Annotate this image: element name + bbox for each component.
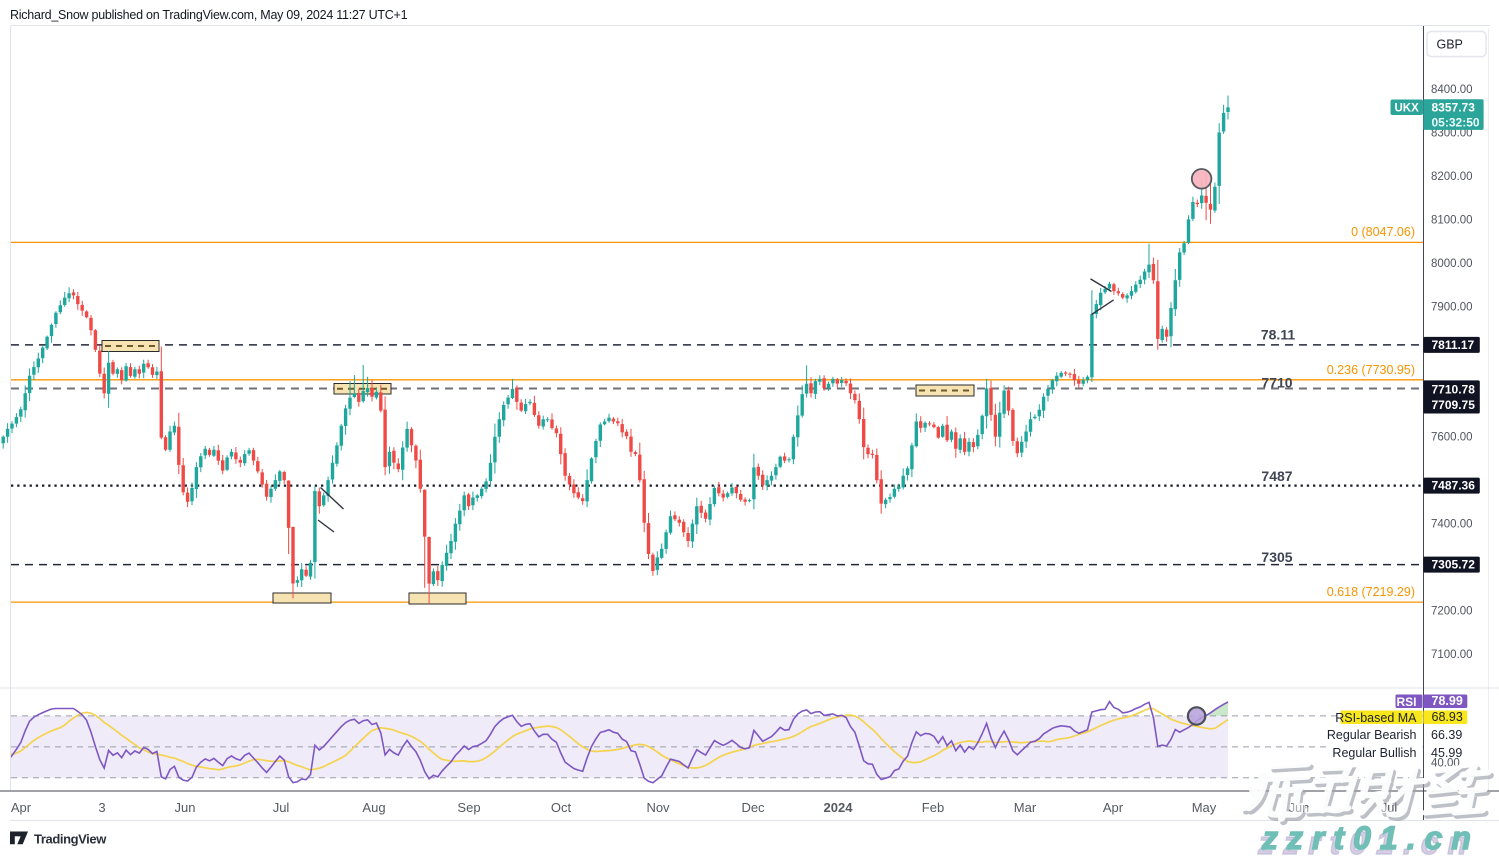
svg-text:7100.00: 7100.00 xyxy=(1431,649,1473,661)
svg-text:7900.00: 7900.00 xyxy=(1431,301,1473,313)
svg-text:7487: 7487 xyxy=(1261,468,1292,484)
svg-text:Dec: Dec xyxy=(741,800,765,815)
svg-text:3: 3 xyxy=(98,800,105,815)
svg-text:May: May xyxy=(1192,800,1217,815)
svg-text:TradingView: TradingView xyxy=(34,832,107,847)
svg-text:8400.00: 8400.00 xyxy=(1431,84,1473,96)
svg-text:8000.00: 8000.00 xyxy=(1431,258,1473,270)
svg-text:8100.00: 8100.00 xyxy=(1431,214,1473,226)
svg-text:8357.73: 8357.73 xyxy=(1432,101,1476,115)
svg-text:7710: 7710 xyxy=(1261,375,1292,391)
svg-text:Jul: Jul xyxy=(273,800,290,815)
svg-text:Jun: Jun xyxy=(1289,801,1309,815)
svg-text:GBP: GBP xyxy=(1437,38,1463,52)
svg-text:78.11: 78.11 xyxy=(1261,327,1295,343)
svg-text:RSI-based MA: RSI-based MA xyxy=(1335,711,1417,725)
svg-text:2024: 2024 xyxy=(824,800,854,815)
svg-text:68.93: 68.93 xyxy=(1432,710,1463,724)
svg-text:78.99: 78.99 xyxy=(1432,694,1463,708)
svg-text:7305.72: 7305.72 xyxy=(1432,558,1476,572)
svg-text:0.618 (7219.29): 0.618 (7219.29) xyxy=(1327,585,1415,599)
svg-text:7600.00: 7600.00 xyxy=(1431,432,1473,444)
svg-text:Jun: Jun xyxy=(175,800,196,815)
svg-text:Regular Bearish: Regular Bearish xyxy=(1327,728,1417,742)
svg-text:7710.78: 7710.78 xyxy=(1432,382,1476,396)
svg-text:7487.36: 7487.36 xyxy=(1432,479,1476,493)
svg-text:Sep: Sep xyxy=(457,800,480,815)
svg-text:Nov: Nov xyxy=(646,800,670,815)
svg-text:RSI: RSI xyxy=(1396,695,1416,709)
svg-text:zzrt01.cn: zzrt01.cn xyxy=(1257,825,1476,857)
svg-text:7200.00: 7200.00 xyxy=(1431,606,1473,618)
svg-text:45.99: 45.99 xyxy=(1431,746,1462,760)
svg-text:Richard_Snow published on Trad: Richard_Snow published on TradingView.co… xyxy=(10,8,408,22)
svg-text:7709.75: 7709.75 xyxy=(1432,398,1476,412)
svg-text:7400.00: 7400.00 xyxy=(1431,519,1473,531)
svg-text:0.236 (7730.95): 0.236 (7730.95) xyxy=(1327,363,1415,377)
svg-text:Apr: Apr xyxy=(11,800,32,815)
svg-text:7305: 7305 xyxy=(1261,549,1292,565)
svg-text:Oct: Oct xyxy=(551,800,572,815)
svg-text:Apr: Apr xyxy=(1103,800,1124,815)
svg-text:Jul: Jul xyxy=(1381,801,1397,815)
svg-text:7811.17: 7811.17 xyxy=(1432,338,1475,352)
svg-text:8200.00: 8200.00 xyxy=(1431,171,1473,183)
svg-text:Aug: Aug xyxy=(362,800,385,815)
svg-text:0 (8047.06): 0 (8047.06) xyxy=(1351,225,1415,239)
svg-text:Regular Bullish: Regular Bullish xyxy=(1332,746,1416,760)
svg-text:zzrt01.cn: zzrt01.cn xyxy=(1261,820,1480,856)
svg-text:Feb: Feb xyxy=(922,800,944,815)
svg-text:8300.00: 8300.00 xyxy=(1431,128,1473,140)
svg-text:05:32:50: 05:32:50 xyxy=(1432,115,1480,129)
svg-text:Mar: Mar xyxy=(1014,800,1037,815)
svg-text:UKX: UKX xyxy=(1395,103,1420,115)
svg-text:66.39: 66.39 xyxy=(1431,728,1462,742)
